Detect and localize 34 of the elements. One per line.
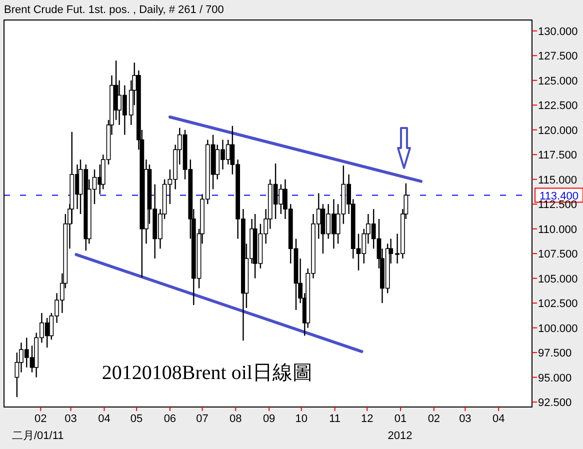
y-tick-label: 92.500: [538, 397, 572, 410]
x-tick-label: 08: [230, 413, 242, 425]
y-tick-label: 130.000: [538, 26, 578, 38]
y-tick-label: 95.000: [538, 372, 572, 384]
x-tick-label: 01: [394, 413, 407, 425]
x-tick-label: 03: [64, 413, 77, 425]
y-tick-label: 110.000: [538, 224, 577, 236]
x-tick-label: 10: [295, 413, 308, 425]
x-tick-label: 02: [34, 413, 47, 425]
y-tick-label: 105.000: [538, 273, 578, 286]
y-tick-label: 125.000: [538, 75, 578, 88]
x-tick-label: 11: [329, 413, 341, 425]
y-tick-label: 127.500: [538, 50, 578, 63]
x-tick-label: 02: [428, 413, 440, 425]
x-tick-label: 09: [262, 413, 276, 425]
annotation: 20120108Brent oil日線圖: [102, 362, 312, 384]
y-tick-label: 115.000: [538, 174, 577, 186]
chart-title: Brent Crude Fut. 1st. pos. , Daily, # 261 / 700: [4, 4, 224, 16]
x-tick-label: 03: [459, 413, 472, 425]
y-tick-label: 100.000: [538, 322, 578, 335]
y-tick-label: 107.500: [538, 248, 578, 261]
x-tick-label: 12: [361, 413, 374, 425]
y-tick-label: 117.500: [538, 150, 577, 162]
y-tick-label: 122.500: [538, 100, 578, 112]
x-tick-label: 05: [130, 413, 143, 425]
x-tick-label: 07: [196, 413, 208, 425]
y-tick-label: 102.500: [538, 298, 578, 310]
text: 2012: [388, 430, 412, 442]
x-tick-label: 04: [98, 413, 110, 425]
x-tick-label: 06: [164, 413, 176, 425]
y-tick-label: 97.500: [538, 348, 572, 360]
y-tick-label: 120.000: [538, 124, 578, 137]
text: 二月/01/11: [12, 430, 64, 442]
x-tick-label: 04: [492, 413, 505, 425]
